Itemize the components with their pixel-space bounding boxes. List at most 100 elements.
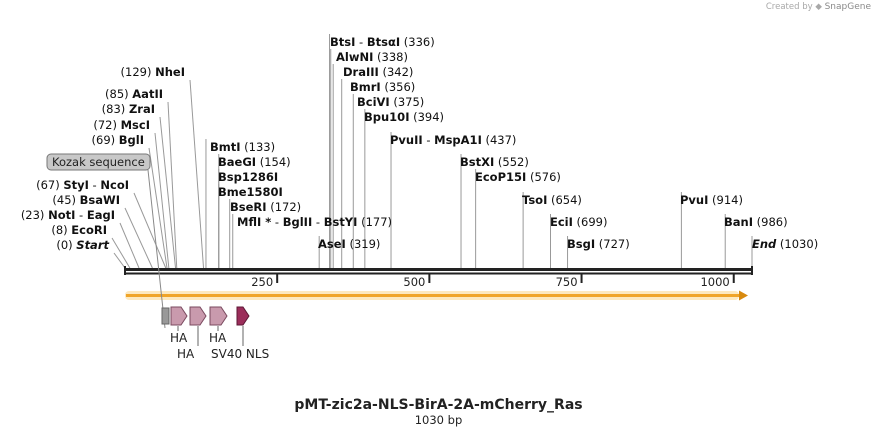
enzyme-label-mfli-15[interactable]: MflI * - BglII - BstYI (177) <box>237 215 392 229</box>
enzyme-name-pvuii-23: PvuII - MspA1I (437) <box>390 133 516 147</box>
enzyme-label-bseri-14[interactable]: BseRI (172) <box>230 200 301 214</box>
enzyme-label-bmti-10[interactable]: BmtI (133) <box>210 140 275 154</box>
enzyme-label-start-0[interactable]: (0) Start <box>56 238 109 252</box>
enzyme-name-pvui-29: PvuI (914) <box>680 193 743 207</box>
cut-line-msci-6 <box>154 132 170 269</box>
enzyme-label-ecop15i-25[interactable]: EcoP15I (576) <box>475 170 561 184</box>
ha-tag-1-arrow[interactable] <box>170 306 188 326</box>
enzyme-name-baegi-11: BaeGI (154) <box>218 155 291 169</box>
enzyme-label-alwni-18[interactable]: AlwNI (338) <box>336 50 408 64</box>
enzyme-name-noti-2: (23) NotI - EagI <box>21 208 115 222</box>
sequence-backbone <box>124 266 753 275</box>
backbone-bar-top <box>124 268 753 271</box>
enzyme-label-asei-16[interactable]: AseI (319) <box>318 237 380 251</box>
backbone-right-cap <box>751 266 753 275</box>
sv40-nls-arrow[interactable] <box>236 306 250 326</box>
enzyme-cut-lines <box>111 34 753 269</box>
backbone-left-cap <box>124 266 126 275</box>
enzyme-name-zrai-7: (83) ZraI <box>102 102 155 116</box>
enzyme-label-bcivi-21[interactable]: BciVI (375) <box>357 95 424 109</box>
tick-label-500: 500 <box>403 275 425 289</box>
enzyme-name-end-31: End (1030) <box>752 237 818 251</box>
enzyme-name-bsgi-28: BsgI (727) <box>567 237 630 251</box>
enzyme-name-bseri-14: BseRI (172) <box>230 200 301 214</box>
enzyme-name-ecop15i-25: EcoP15I (576) <box>475 170 561 184</box>
enzyme-label-tsoi-26[interactable]: TsoI (654) <box>522 193 582 207</box>
orf-arrow[interactable] <box>125 290 748 301</box>
tick-label-250: 250 <box>251 275 273 289</box>
enzyme-name-start-0: (0) Start <box>56 238 109 252</box>
enzyme-name-ecori-1: (8) EcoRI <box>51 223 107 237</box>
enzyme-label-ecori-1[interactable]: (8) EcoRI <box>51 223 107 237</box>
enzyme-label-bme1580i-13[interactable]: Bme1580I <box>218 185 283 199</box>
enzyme-label-ecii-27[interactable]: EciI (699) <box>550 215 608 229</box>
enzyme-name-tsoi-26: TsoI (654) <box>522 193 582 207</box>
backbone-bar-bottom <box>124 272 753 275</box>
cut-line-styi-4 <box>133 192 167 269</box>
enzyme-label-bsgi-28[interactable]: BsgI (727) <box>567 237 630 251</box>
enzyme-label-bmri-20[interactable]: BmrI (356) <box>350 80 415 94</box>
feature-track: HA HA HA SV40 NLS <box>147 169 269 361</box>
enzyme-label-bsp1286i-12[interactable]: Bsp1286I <box>218 170 278 184</box>
ruler-ticks: 250 500 750 1000 <box>251 273 735 289</box>
enzyme-name-asei-16: AseI (319) <box>318 237 380 251</box>
enzyme-label-bpu10i-22[interactable]: Bpu10I (394) <box>364 110 444 124</box>
enzyme-label-nhei-9[interactable]: (129) NheI <box>121 65 185 79</box>
enzyme-label-pvui-29[interactable]: PvuI (914) <box>680 193 743 207</box>
enzyme-name-bmri-20: BmrI (356) <box>350 80 415 94</box>
enzyme-label-pvuii-23[interactable]: PvuII - MspA1I (437) <box>390 133 516 147</box>
enzyme-label-baegi-11[interactable]: BaeGI (154) <box>218 155 291 169</box>
tick-mark-750 <box>580 273 583 283</box>
enzyme-label-bstxi-24[interactable]: BstXI (552) <box>460 155 529 169</box>
cut-line-noti-2 <box>119 222 140 269</box>
enzyme-label-aatii-8[interactable]: (85) AatII <box>105 87 163 101</box>
kozak-callout-box <box>46 153 151 171</box>
enzyme-name-bani-30: BanI (986) <box>724 215 788 229</box>
enzyme-name-bsawi-3: (45) BsaWI <box>52 193 120 207</box>
feature-label-ha-3: HA <box>209 331 227 345</box>
cut-line-bsawi-3 <box>124 207 153 269</box>
enzyme-name-draiii-19: DraIII (342) <box>343 65 413 79</box>
tick-label-750: 750 <box>556 275 578 289</box>
kozak-pointer-line <box>147 169 166 329</box>
enzyme-label-bani-30[interactable]: BanI (986) <box>724 215 788 229</box>
tick-mark-1000 <box>732 273 735 283</box>
enzyme-name-bcivi-21: BciVI (375) <box>357 95 424 109</box>
cut-line-ecori-1 <box>111 237 131 269</box>
cut-line-aatii-8 <box>167 101 178 269</box>
kozak-callout[interactable]: Kozak sequence <box>46 153 151 171</box>
enzyme-name-bsp1286i-12: Bsp1286I <box>218 170 278 184</box>
enzyme-name-bpu10i-22: Bpu10I (394) <box>364 110 444 124</box>
kozak-box[interactable] <box>161 307 170 325</box>
enzyme-label-end-31[interactable]: End (1030) <box>752 237 818 251</box>
credit-prefix: Created by <box>765 2 813 12</box>
kozak-callout-label: Kozak sequence <box>52 155 145 169</box>
enzyme-name-bstxi-24: BstXI (552) <box>460 155 529 169</box>
enzyme-labels: (0) Start(8) EcoRI(23) NotI - EagI(45) B… <box>21 35 818 252</box>
plasmid-name: pMT-zic2a-NLS-BirA-2A-mCherry_Ras <box>294 397 582 413</box>
enzyme-name-ecii-27: EciI (699) <box>550 215 608 229</box>
enzyme-label-draiii-19[interactable]: DraIII (342) <box>343 65 413 79</box>
enzyme-name-alwni-18: AlwNI (338) <box>336 50 408 64</box>
feature-label-ha-1: HA <box>170 331 188 345</box>
enzyme-label-btsi-17[interactable]: BtsI - BtsαI (336) <box>330 35 435 49</box>
orf-bar <box>126 294 740 297</box>
ha-tag-3-arrow[interactable] <box>209 306 228 326</box>
enzyme-name-aatii-8: (85) AatII <box>105 87 163 101</box>
enzyme-label-bgli-5[interactable]: (69) BglI <box>92 133 144 147</box>
enzyme-label-styi-4[interactable]: (67) StyI - NcoI <box>36 178 129 192</box>
enzyme-label-zrai-7[interactable]: (83) ZraI <box>102 102 155 116</box>
enzyme-label-bsawi-3[interactable]: (45) BsaWI <box>52 193 120 207</box>
enzyme-label-noti-2[interactable]: (23) NotI - EagI <box>21 208 115 222</box>
ha-tag-2-arrow[interactable] <box>189 306 207 326</box>
feature-label-sv40-nls: SV40 NLS <box>211 347 269 361</box>
tick-mark-500 <box>428 273 431 283</box>
enzyme-name-styi-4: (67) StyI - NcoI <box>36 178 129 192</box>
cut-line-zrai-7 <box>159 116 177 269</box>
orf-arrowhead <box>739 290 748 301</box>
plasmid-length: 1030 bp <box>415 413 463 427</box>
enzyme-label-msci-6[interactable]: (72) MscI <box>93 118 150 132</box>
enzyme-name-bgli-5: (69) BglI <box>92 133 144 147</box>
tick-label-1000: 1000 <box>700 275 729 289</box>
